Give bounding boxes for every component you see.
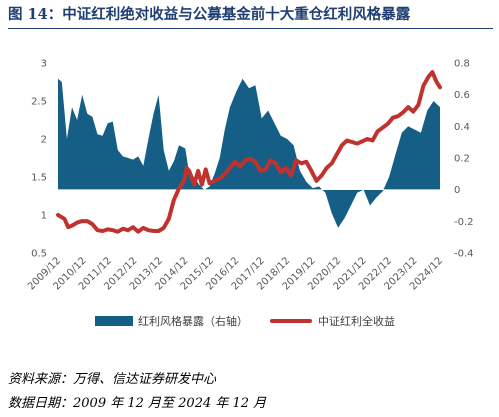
right-axis-tick-label: 0.8 [454,59,470,70]
left-axis-tick-label: 0.5 [31,249,47,260]
left-axis-tick-label: 2 [41,135,47,146]
left-axis-tick-label: 3 [41,59,47,70]
date-note: 数据日期：2009 年 12 月至 2024 年 12 月 [8,396,267,411]
right-axis-tick-label: 0.6 [454,90,470,101]
legend-label-exposure: 红利风格暴露（右轴） [138,314,248,328]
chart: 0.511.522.53-0.4-0.200.20.40.60.82009/12… [26,59,474,329]
right-axis-tick-label: 0.2 [454,154,470,165]
left-axis-tick-label: 1 [41,211,47,222]
left-axis-tick-label: 1.5 [31,173,47,184]
right-axis-tick-label: 0 [454,185,460,196]
right-axis-tick-label: -0.2 [454,217,474,228]
left-axis-tick-label: 2.5 [31,97,47,108]
legend-swatch-exposure [95,316,133,326]
source-note: 资料来源：万得、信达证券研发中心 [8,372,217,387]
figure-title: 图 14：中证红利绝对收益与公募基金前十大重仓红利风格暴露 [8,6,411,23]
total-return-line-series [56,70,442,234]
title-divider [8,28,493,29]
legend-label-total-return: 中证红利全收益 [318,314,395,328]
exposure-area-series [58,78,440,228]
right-axis-tick-label: -0.4 [454,249,474,260]
right-axis-tick-label: 0.4 [454,122,470,133]
